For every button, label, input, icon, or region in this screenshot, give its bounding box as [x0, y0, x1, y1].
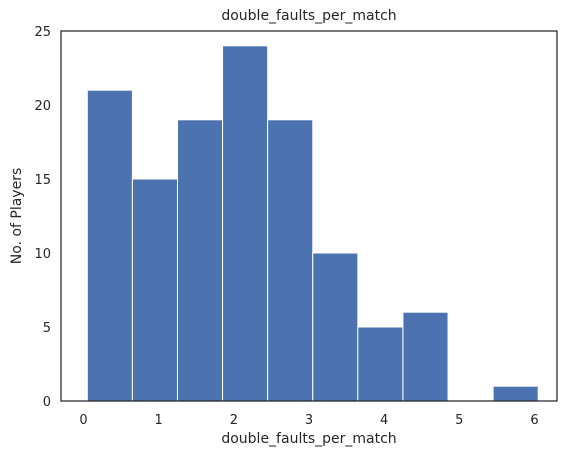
bar-4 [267, 119, 314, 402]
y-tick-label: 5 [43, 321, 51, 336]
x-tick-label: 6 [530, 413, 538, 428]
chart-title: double_faults_per_match [221, 8, 396, 24]
y-tick-label: 15 [34, 173, 51, 188]
y-tick-label: 25 [34, 25, 51, 40]
y-tick-label: 10 [34, 247, 51, 262]
x-tick-label: 4 [380, 413, 388, 428]
x-tick-label: 3 [305, 413, 313, 428]
bar-3 [222, 45, 269, 402]
bar-2 [176, 119, 224, 402]
x-axis-label: double_faults_per_match [221, 431, 396, 447]
y-ticks: 0 5 10 15 20 25 [34, 25, 51, 410]
plot-frame [60, 30, 558, 402]
bar-9 [492, 385, 539, 402]
x-tick-label: 1 [155, 413, 163, 428]
bar-5 [312, 252, 359, 402]
bar-6 [357, 326, 404, 402]
bars-group [86, 45, 539, 402]
y-tick-label: 20 [34, 99, 51, 114]
bar-0 [86, 89, 133, 402]
x-tick-label: 5 [455, 413, 463, 428]
bar-1 [131, 178, 178, 402]
x-ticks: 0 1 2 3 4 5 6 [79, 413, 538, 428]
y-tick-label: 0 [43, 395, 51, 410]
bar-7 [402, 311, 449, 402]
x-tick-label: 0 [79, 413, 87, 428]
x-tick-label: 2 [230, 413, 238, 428]
y-axis-label: No. of Players [9, 168, 25, 265]
